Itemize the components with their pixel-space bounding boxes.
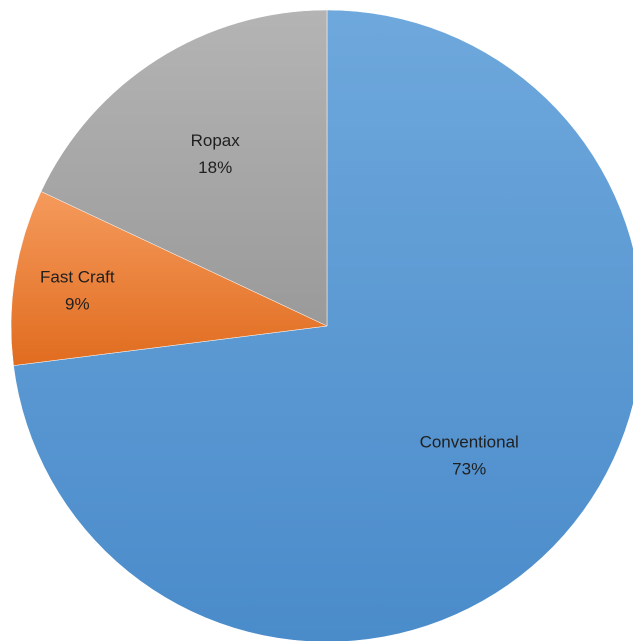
pie-labels: Conventional 73% Fast Craft 9% Ropax 18% (40, 131, 519, 479)
data-label-ropax: Ropax 18% (191, 131, 241, 177)
data-label-percent: 9% (65, 295, 90, 314)
data-label-percent: 18% (198, 158, 232, 177)
data-label-category: Fast Craft (40, 268, 115, 287)
pie-slice-ropax (40, 9, 328, 327)
data-label-category: Conventional (420, 432, 519, 451)
pie-slices (10, 9, 633, 641)
pie-slice-fast-craft (10, 191, 328, 366)
data-label-percent: 73% (452, 459, 486, 478)
data-label-category: Ropax (191, 131, 241, 150)
pie-slice-conventional (13, 9, 633, 641)
data-label-fast-craft: Fast Craft 9% (40, 268, 115, 314)
data-label-conventional: Conventional 73% (420, 432, 519, 478)
